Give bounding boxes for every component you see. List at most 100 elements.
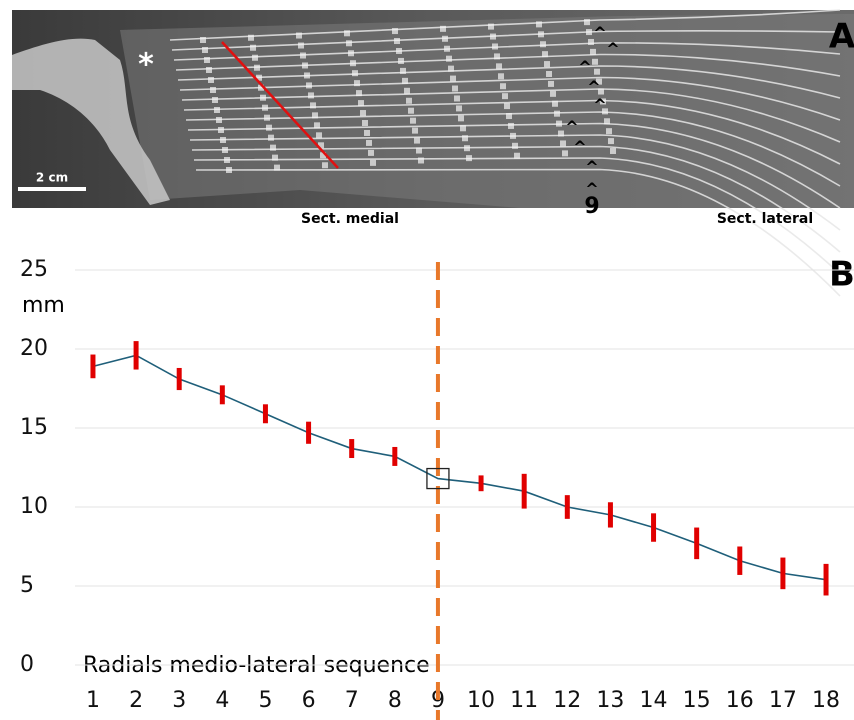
caret: ^ xyxy=(585,180,598,199)
fin-ray xyxy=(185,111,841,187)
ray-joint xyxy=(308,92,314,99)
ray-joint xyxy=(262,104,268,111)
panel-letter: A xyxy=(829,17,854,57)
ray-joint xyxy=(600,98,606,105)
ray-joint xyxy=(562,150,568,157)
ray-joint xyxy=(550,90,556,97)
ray-joint xyxy=(462,135,468,142)
ray-joint xyxy=(358,100,364,107)
x-tick-label: 1 xyxy=(86,688,100,713)
fin-ray xyxy=(179,76,841,121)
ray-joint xyxy=(356,90,362,97)
ray-joint xyxy=(250,44,256,51)
caret: ^ xyxy=(585,158,598,177)
ray-joint xyxy=(506,113,512,120)
ray-joint xyxy=(446,55,452,62)
y-tick-label: 10 xyxy=(20,494,48,519)
ray-joint xyxy=(394,38,400,45)
ray-joint xyxy=(452,85,458,92)
ray-joint xyxy=(538,31,544,38)
ray-joint xyxy=(494,53,500,60)
ray-joint xyxy=(208,77,214,83)
ray-joint xyxy=(252,54,258,61)
ray-joint xyxy=(254,64,260,71)
ray-joint xyxy=(444,45,450,52)
ray-joint xyxy=(200,37,206,43)
ray-joint xyxy=(202,47,208,53)
ray-joint xyxy=(490,33,496,40)
caret: ^ xyxy=(606,40,619,59)
ray-joint xyxy=(300,52,306,59)
ray-joint xyxy=(258,84,264,91)
ray-joint xyxy=(224,157,230,163)
ray-joint xyxy=(218,127,224,133)
ray-joint xyxy=(586,29,592,36)
ray-joint xyxy=(348,50,354,57)
ray-joint xyxy=(322,162,328,169)
x-tick-label: 17 xyxy=(769,688,797,713)
ray-joint xyxy=(360,110,366,117)
ray-joint xyxy=(588,38,594,45)
x-tick-label: 9 xyxy=(431,688,445,713)
scale-bar xyxy=(18,187,86,191)
fin-ray xyxy=(191,145,841,253)
ray-joint xyxy=(466,155,472,162)
x-tick-label: 16 xyxy=(726,688,754,713)
ray-joint xyxy=(216,117,222,123)
caret: ^ xyxy=(565,118,578,137)
fin-ray xyxy=(169,9,841,41)
ray-joint xyxy=(350,60,356,67)
radial-number: 9 xyxy=(584,194,599,219)
caret: ^ xyxy=(593,24,606,43)
caret: ^ xyxy=(573,138,586,157)
ray-joint xyxy=(492,43,498,50)
ray-joint xyxy=(316,132,322,139)
fin-ray xyxy=(171,30,841,51)
ray-joint xyxy=(354,80,360,87)
ray-joint xyxy=(408,107,414,114)
ray-joint xyxy=(440,25,446,32)
ray-joint xyxy=(370,159,376,166)
ray-joint xyxy=(504,103,510,110)
ray-joint xyxy=(226,167,232,173)
data-line xyxy=(92,354,827,581)
ray-joint xyxy=(604,118,610,125)
ray-joint xyxy=(352,70,358,77)
ray-joint xyxy=(298,42,304,49)
ray-joint xyxy=(456,105,462,112)
ray-joint xyxy=(416,147,422,154)
ray-joint xyxy=(592,58,598,65)
ray-joint xyxy=(392,28,398,35)
ray-joint xyxy=(270,144,276,151)
ray-joint xyxy=(548,80,554,87)
ray-joint xyxy=(598,88,604,95)
caret: ^ xyxy=(587,78,600,97)
x-tick-label: 18 xyxy=(812,688,840,713)
ray-joint xyxy=(412,127,418,134)
fin-ray xyxy=(189,134,841,231)
panel-a: 2 cm * A ^^^^^^^^^ 9 Sect. medial Sect. … xyxy=(12,9,854,297)
ray-joint xyxy=(584,19,590,26)
ray-joint xyxy=(496,63,502,70)
ray-joint xyxy=(488,23,494,30)
panel-b: B mm Radials medio-lateral sequence 0510… xyxy=(20,255,854,720)
ray-joint xyxy=(512,142,518,149)
ray-joint xyxy=(406,97,412,104)
fin-ray xyxy=(187,122,841,209)
ray-joint xyxy=(320,152,326,159)
ray-joint xyxy=(256,74,262,81)
ray-joint xyxy=(546,71,552,77)
ray-joint xyxy=(206,67,212,73)
ray-joint xyxy=(266,124,272,131)
section-line xyxy=(221,41,339,169)
ray-joint xyxy=(556,120,562,127)
ray-joint xyxy=(212,97,218,103)
x-tick-label: 5 xyxy=(258,688,272,713)
ray-joint xyxy=(410,117,416,124)
ray-joint xyxy=(542,51,548,58)
ray-joint xyxy=(514,152,520,159)
ray-joint xyxy=(414,137,420,144)
ray-joint xyxy=(398,57,404,64)
